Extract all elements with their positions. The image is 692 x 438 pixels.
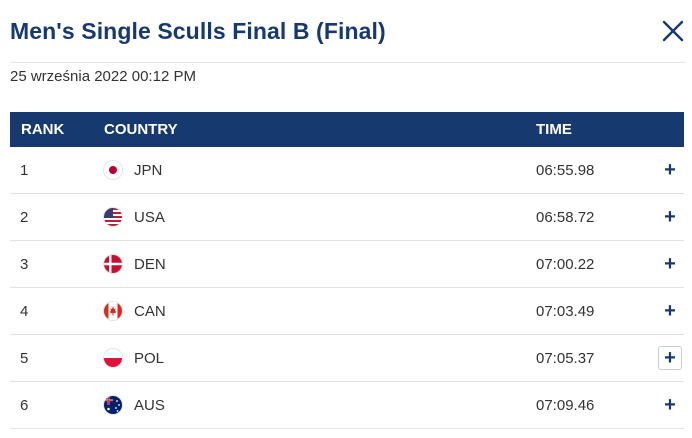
den-flag-icon: [104, 255, 122, 273]
country-cell: USA: [104, 208, 536, 226]
rank-cell: 1: [20, 161, 29, 179]
header-time: TIME: [536, 121, 572, 138]
time-cell: 07:03.49: [536, 302, 595, 320]
usa-flag-icon: [104, 208, 122, 226]
time-cell: 07:00.22: [536, 255, 595, 273]
rank-cell: 2: [20, 208, 29, 226]
expand-button[interactable]: +: [664, 206, 676, 228]
time-cell: 06:55.98: [536, 161, 595, 179]
table-row: 4 CAN 07:03.49 +: [10, 288, 684, 335]
table-row: 5 POL 07:05.37 +: [10, 335, 684, 382]
country-code: CAN: [134, 302, 166, 320]
country-cell: POL: [104, 349, 536, 367]
header-rank: RANK: [21, 121, 65, 138]
table-row: 2 USA 06:58.72 +: [10, 194, 684, 241]
time-cell: 06:58.72: [536, 208, 595, 226]
table-row: 1 JPN 06:55.98 +: [10, 147, 684, 194]
country-cell: AUS: [104, 396, 536, 414]
close-icon[interactable]: [660, 18, 686, 44]
aus-flag-icon: [104, 396, 122, 414]
time-cell: 07:09.46: [536, 396, 595, 414]
results-table: RANK COUNTRY TIME 1 JPN 06:55.98 + 2: [10, 112, 684, 429]
modal-title: Men's Single Sculls Final B (Final): [10, 18, 386, 44]
race-date: 25 września 2022 00:12 PM: [10, 68, 196, 85]
header-country: COUNTRY: [104, 121, 178, 138]
modal-header: Men's Single Sculls Final B (Final): [10, 0, 686, 63]
jpn-flag-icon: [104, 161, 122, 179]
rank-cell: 4: [20, 302, 29, 320]
rank-cell: 6: [20, 396, 29, 414]
expand-button[interactable]: +: [664, 159, 676, 181]
table-row: 6 AUS 07:09.46 +: [10, 382, 684, 429]
expand-button[interactable]: +: [664, 394, 676, 416]
rank-cell: 3: [20, 255, 29, 273]
country-cell: DEN: [104, 255, 536, 273]
country-code: USA: [134, 208, 165, 226]
time-cell: 07:05.37: [536, 349, 595, 367]
can-flag-icon: [104, 302, 122, 320]
country-cell: JPN: [104, 161, 536, 179]
country-code: POL: [134, 349, 165, 367]
close-button[interactable]: [660, 18, 686, 44]
table-header: RANK COUNTRY TIME: [10, 112, 684, 147]
country-code: AUS: [134, 396, 165, 414]
country-code: DEN: [134, 255, 166, 273]
expand-button[interactable]: +: [658, 346, 682, 370]
pol-flag-icon: [104, 349, 122, 367]
expand-button[interactable]: +: [664, 253, 676, 275]
rank-cell: 5: [20, 349, 29, 367]
expand-button[interactable]: +: [664, 300, 676, 322]
country-cell: CAN: [104, 302, 536, 320]
table-row: 3 DEN 07:00.22 +: [10, 241, 684, 288]
country-code: JPN: [134, 161, 163, 179]
